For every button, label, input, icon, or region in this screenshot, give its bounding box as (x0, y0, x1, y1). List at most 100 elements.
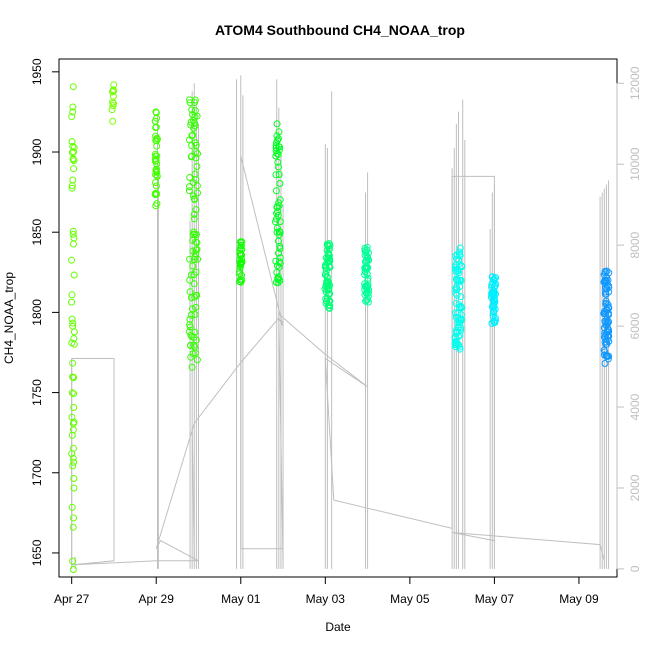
data-point (70, 240, 77, 248)
data-point (601, 329, 609, 337)
data-point (452, 327, 460, 334)
data-point (453, 255, 461, 263)
data-point (273, 139, 280, 147)
data-point (457, 276, 465, 284)
y2-tick-label: 8000 (628, 231, 642, 258)
data-point (322, 267, 330, 275)
data-point (361, 264, 369, 272)
data-point (191, 343, 199, 351)
data-point (69, 523, 77, 531)
data-point (491, 314, 499, 322)
data-point (238, 271, 245, 279)
data-point (364, 295, 371, 303)
data-point (70, 165, 78, 173)
data-point (272, 218, 279, 226)
data-point (274, 275, 282, 283)
y2-tick-label: 4000 (628, 393, 642, 420)
data-point (601, 360, 609, 367)
data-point (322, 300, 330, 308)
data-point (321, 263, 329, 271)
data-point (455, 303, 463, 311)
data-point (69, 230, 77, 238)
data-point (601, 267, 609, 275)
x-axis: Apr 27 Apr 29 May 01 May 03 May 05 May 07 May … (54, 576, 599, 606)
data-point (68, 503, 76, 511)
data-point (187, 311, 195, 319)
y-axis-label: CH4_NOAA_trop (2, 272, 16, 364)
data-point (192, 303, 200, 311)
data-point (600, 333, 608, 341)
data-point (69, 359, 77, 367)
y-tick-label: 1800 (30, 299, 44, 326)
data-point (192, 154, 200, 162)
data-point (237, 278, 245, 286)
data-point (187, 342, 194, 349)
data-point (188, 305, 196, 313)
y-axis: 1650 1700 1750 1800 1850 1900 1950 (30, 58, 60, 566)
data-point (189, 131, 197, 139)
data-point (489, 276, 497, 284)
data-point (186, 276, 194, 284)
data-point (188, 363, 196, 371)
data-point (186, 99, 194, 107)
data-point (70, 328, 78, 336)
data-point (70, 148, 77, 156)
data-point (274, 212, 282, 219)
data-point (275, 171, 283, 178)
data-point (322, 270, 330, 278)
y2-tick-label: 6000 (628, 312, 642, 339)
data-point (191, 230, 199, 238)
data-point (191, 293, 199, 301)
data-point (185, 328, 193, 336)
data-point (68, 256, 75, 264)
data-point (272, 257, 280, 265)
data-point (273, 132, 281, 140)
data-point (68, 431, 76, 439)
data-point (185, 187, 193, 195)
data-point (70, 390, 78, 398)
data-point (275, 237, 282, 245)
data-point (274, 279, 282, 287)
data-point (272, 171, 280, 179)
plot-frame (58, 58, 618, 578)
altitude-layer (71, 75, 610, 569)
data-point (70, 458, 78, 466)
data-point (274, 158, 282, 166)
data-point (108, 106, 116, 114)
data-point (69, 462, 77, 470)
data-point (453, 276, 461, 284)
data-point (153, 200, 161, 208)
data-point (152, 189, 160, 197)
data-point (68, 113, 76, 121)
data-point (68, 389, 76, 397)
data-point (276, 180, 284, 187)
data-point (69, 108, 77, 116)
data-point (604, 326, 612, 333)
data-point (363, 296, 371, 304)
y2-tick-label: 0 (628, 565, 642, 572)
data-point (490, 301, 498, 309)
y-tick-label: 1650 (30, 539, 44, 566)
data-point (70, 144, 78, 152)
data-point (273, 150, 281, 158)
data-point (186, 183, 193, 191)
data-point (273, 120, 281, 128)
data-point (452, 252, 460, 260)
data-point (68, 291, 76, 299)
data-point (69, 373, 77, 381)
data-point (324, 254, 332, 262)
data-point (190, 280, 198, 288)
data-point (69, 374, 77, 382)
data-point (186, 174, 194, 181)
data-point (152, 157, 160, 164)
data-point (451, 341, 459, 349)
data-point (275, 258, 283, 266)
points-layer (68, 81, 613, 573)
data-point (153, 137, 161, 145)
data-point (276, 228, 284, 236)
data-point (326, 304, 334, 312)
y2-tick-label: 12000 (628, 66, 642, 100)
data-point (192, 206, 200, 214)
data-point (188, 106, 196, 114)
data-point (238, 255, 246, 263)
